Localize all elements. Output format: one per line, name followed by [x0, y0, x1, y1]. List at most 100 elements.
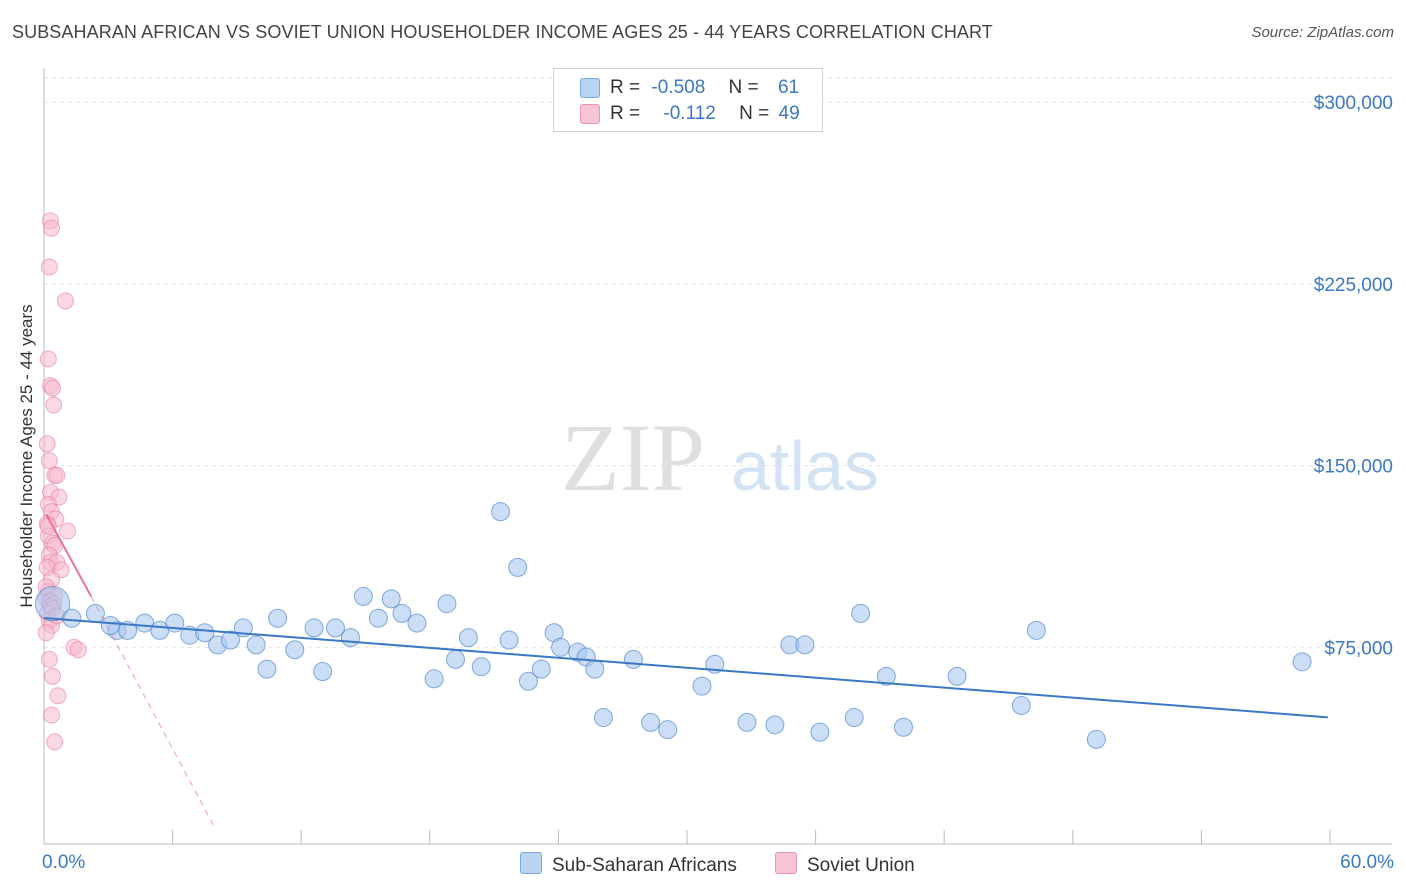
sub-saharan-point [85, 603, 105, 623]
soviet-union-points [37, 212, 87, 751]
sub-saharan-point [844, 708, 864, 728]
sub-saharan-point [437, 594, 457, 614]
soviet-union-point [48, 466, 66, 484]
y-tick-label: $150,000 [1314, 457, 1393, 478]
sub-saharan-point [392, 603, 412, 623]
soviet-union-point [56, 292, 74, 310]
legend-swatch-blue [520, 852, 542, 874]
legend-label-sub-saharan: Sub-Saharan Africans [552, 855, 737, 876]
sub-saharan-point [246, 635, 266, 655]
sub-saharan-trend-line [43, 616, 1328, 719]
sub-saharan-point [947, 666, 967, 686]
legend-swatch-pink [580, 104, 600, 124]
sub-saharan-point [658, 720, 678, 740]
legend-n-label: N = [728, 77, 759, 98]
soviet-union-point [45, 396, 63, 414]
sub-saharan-point [471, 657, 491, 677]
legend-n-label: N = [739, 103, 770, 124]
sub-saharan-point [446, 649, 466, 669]
sub-saharan-point [499, 630, 519, 650]
correlation-legend: R = -0.508 N = 61 R = -0.112 N = 49 [553, 68, 823, 132]
sub-saharan-point [268, 608, 288, 628]
sub-saharan-point [531, 659, 551, 679]
legend-label-soviet-union: Soviet Union [807, 855, 915, 876]
legend-r-label: R = [610, 103, 641, 124]
legend-item-soviet-union: Soviet Union [775, 852, 915, 877]
sub-saharan-point [641, 712, 661, 732]
soviet-union-point [37, 624, 55, 642]
legend-swatch-pink [775, 852, 797, 874]
watermark-zip: ZIP [561, 404, 705, 511]
soviet-union-point [40, 650, 58, 668]
sub-saharan-points [34, 502, 1312, 749]
watermark: ZIP atlas [561, 404, 879, 511]
soviet-union-point [38, 435, 56, 453]
soviet-union-point [39, 350, 57, 368]
soviet-union-point [40, 452, 58, 470]
sub-saharan-point [381, 589, 401, 609]
sub-saharan-point [593, 708, 613, 728]
sub-saharan-point [220, 630, 240, 650]
y-tick-label: $225,000 [1314, 275, 1393, 296]
sub-saharan-point [257, 659, 277, 679]
y-tick-labels: $75,000 $150,000 $225,000 $300,000 [1314, 93, 1393, 659]
legend-r-label: R = [610, 77, 641, 98]
sub-saharan-point [325, 618, 345, 638]
source-label: Source: ZipAtlas.com [1251, 24, 1394, 41]
legend-r-value: -0.112 [663, 103, 716, 124]
sub-saharan-point [893, 717, 913, 737]
soviet-union-point [44, 379, 62, 397]
sub-saharan-point [851, 603, 871, 623]
sub-saharan-point [1026, 620, 1046, 640]
watermark-atlas: atlas [731, 427, 879, 505]
x-tick-max: 60.0% [1340, 852, 1394, 873]
legend-r-value: -0.508 [651, 77, 706, 98]
sub-saharan-point [1011, 695, 1031, 715]
sub-saharan-point [876, 666, 896, 686]
soviet-union-point [40, 258, 58, 276]
soviet-union-point [59, 522, 77, 540]
sub-saharan-point [737, 712, 757, 732]
sub-saharan-point [285, 640, 305, 660]
sub-saharan-point [518, 671, 538, 691]
soviet-union-point [44, 667, 62, 685]
sub-saharan-point [491, 502, 511, 522]
soviet-union-point [46, 733, 64, 751]
sub-saharan-point [313, 662, 333, 682]
sub-saharan-point [1292, 652, 1312, 672]
sub-saharan-point [100, 616, 120, 636]
sub-saharan-point [765, 715, 785, 735]
sub-saharan-point [407, 613, 427, 633]
legend-item-sub-saharan: Sub-Saharan Africans [520, 852, 737, 877]
sub-saharan-point [551, 637, 571, 657]
sub-saharan-point [1086, 729, 1106, 749]
legend-swatch-blue [580, 78, 600, 98]
sub-saharan-point [508, 557, 528, 577]
sub-saharan-point [458, 628, 478, 648]
sub-saharan-point [692, 676, 712, 696]
chart-title: SUBSAHARAN AFRICAN VS SOVIET UNION HOUSE… [12, 22, 993, 42]
x-tick-min: 0.0% [42, 852, 86, 873]
gridlines [44, 77, 1392, 648]
sub-saharan-point [424, 669, 444, 689]
soviet-union-point [49, 687, 67, 705]
sub-saharan-point [810, 722, 830, 742]
soviet-union-point [43, 706, 61, 724]
sub-saharan-point [304, 618, 324, 638]
sub-saharan-point [353, 586, 373, 606]
sub-saharan-point [340, 628, 360, 648]
soviet-union-point [43, 219, 61, 237]
sub-saharan-point [195, 623, 215, 643]
soviet-union-trend-line [45, 513, 93, 597]
sub-saharan-point [62, 608, 82, 628]
y-tick-label: $300,000 [1314, 93, 1393, 114]
sub-saharan-point [623, 649, 643, 669]
sub-saharan-point [34, 586, 71, 622]
y-tick-label: $75,000 [1324, 638, 1393, 659]
legend-n-value: 61 [777, 77, 800, 98]
sub-saharan-point [585, 659, 605, 679]
trend-lines [43, 513, 1328, 830]
sub-saharan-point [368, 608, 388, 628]
legend-n-value: 49 [778, 103, 800, 124]
